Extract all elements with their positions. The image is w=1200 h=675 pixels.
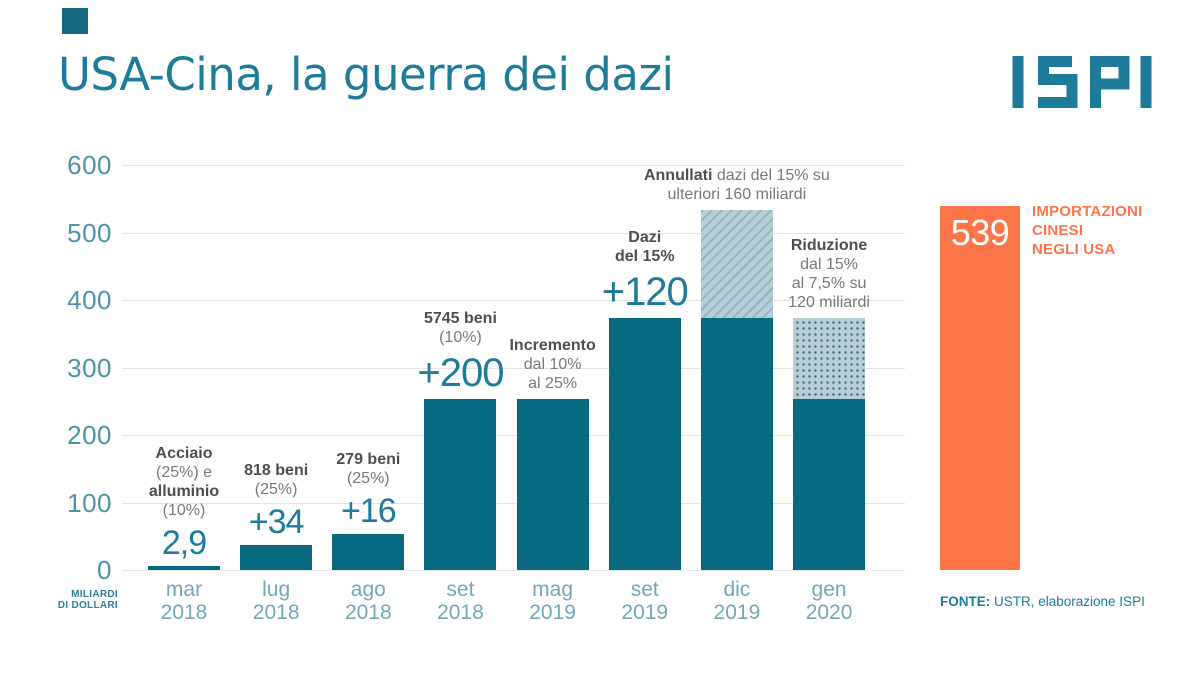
bar-segment-solid-gen-2020 <box>793 399 866 570</box>
note-line: (10%) <box>439 329 482 347</box>
gridline-300 <box>122 367 905 369</box>
note-line: Incremento <box>509 337 596 355</box>
note-line: (10%) <box>162 502 206 519</box>
note-line: 120 miliardi <box>788 294 870 312</box>
y-axis-tick-400: 400 <box>67 285 112 315</box>
x-axis-label-gen-2020: gen 2020 <box>805 578 853 624</box>
chinese-imports-value: 539 <box>950 212 1010 254</box>
bar-value-label-ago-2018: +16 <box>340 492 397 531</box>
gridline-400 <box>122 300 905 301</box>
gridline-500 <box>122 232 905 234</box>
bar-value-label-set-2019: +120 <box>601 270 689 315</box>
note-line: dal 15% <box>800 256 858 274</box>
y-axis-tick-600: 600 <box>67 150 112 180</box>
note-line: al 7,5% su <box>791 275 867 293</box>
note-line: Riduzione <box>790 237 868 255</box>
x-axis-label-mag-2019: mag 2019 <box>529 578 576 624</box>
bar-segment-hatch-dic-2019 <box>700 210 773 319</box>
x-axis-label-set-2019: set 2019 <box>621 578 669 624</box>
note-line: Acciaio <box>155 445 213 462</box>
note-line: 279 beni <box>336 451 401 469</box>
bar-value-label-lug-2018: +34 <box>248 503 305 542</box>
gridline-0 <box>122 570 905 571</box>
x-axis-label-dic-2019: dic 2019 <box>713 578 761 624</box>
source-label: FONTE: <box>940 594 991 609</box>
gridline-200 <box>122 435 905 436</box>
chinese-imports-bar: 539 <box>940 206 1020 570</box>
note-line: 818 beni <box>244 462 309 480</box>
bar-segment-solid-ago-2018 <box>332 534 405 570</box>
page-title: USA-Cina, la guerra dei dazi <box>58 48 674 101</box>
note-line: (25%) <box>346 470 390 488</box>
x-axis-label-ago-2018: ago 2018 <box>344 578 392 624</box>
note-line: (25%) e <box>155 464 213 481</box>
ispi-logo <box>1012 56 1152 108</box>
gridline-100 <box>122 502 905 504</box>
x-axis-label-set-2018: set 2018 <box>437 578 484 624</box>
chinese-imports-label: IMPORTAZIONI CINESI NEGLI USA <box>1032 203 1143 259</box>
bar-segment-solid-dic-2019 <box>700 318 773 570</box>
note-line: ulteriori 160 miliardi <box>667 186 807 204</box>
source-text: USTR, elaborazione ISPI <box>990 594 1145 609</box>
y-axis-tick-200: 200 <box>67 420 112 450</box>
x-axis-label-mar-2018: mar 2018 <box>160 578 208 624</box>
bar-value-label-set-2018: +200 <box>417 351 504 396</box>
y-axis-tick-300: 300 <box>67 352 112 383</box>
y-axis-tick-500: 500 <box>67 217 112 248</box>
bar-segment-solid-lug-2018 <box>240 545 313 570</box>
note-line: dal 10% <box>523 356 582 374</box>
note-line: Annullati dazi del 15% su <box>643 167 830 185</box>
brand-square <box>62 8 88 34</box>
bar-segment-dots-gen-2020 <box>793 318 866 400</box>
bar-segment-solid-set-2019 <box>608 318 681 570</box>
bar-segment-solid-mag-2019 <box>516 399 589 570</box>
y-axis-unit-label: MILIARDI DI DOLLARI <box>57 589 118 611</box>
bar-segment-solid-set-2018 <box>424 399 497 570</box>
note-line: (25%) <box>254 481 298 499</box>
x-axis-label-lug-2018: lug 2018 <box>252 578 300 624</box>
gridline-600 <box>122 165 905 166</box>
y-axis-tick-0: 0 <box>97 555 112 585</box>
note-line: del 15% <box>614 248 675 266</box>
bar-value-label-mar-2018: 2,9 <box>161 524 207 562</box>
note-line: 5745 beni <box>423 310 497 328</box>
note-line: alluminio <box>148 483 220 500</box>
note-line: Dazi <box>628 229 662 247</box>
bar-segment-solid-mar-2018 <box>148 566 220 570</box>
note-line: al 25% <box>528 375 578 393</box>
source-note: FONTE: USTR, elaborazione ISPI <box>940 594 1145 609</box>
y-axis-tick-100: 100 <box>67 487 112 518</box>
